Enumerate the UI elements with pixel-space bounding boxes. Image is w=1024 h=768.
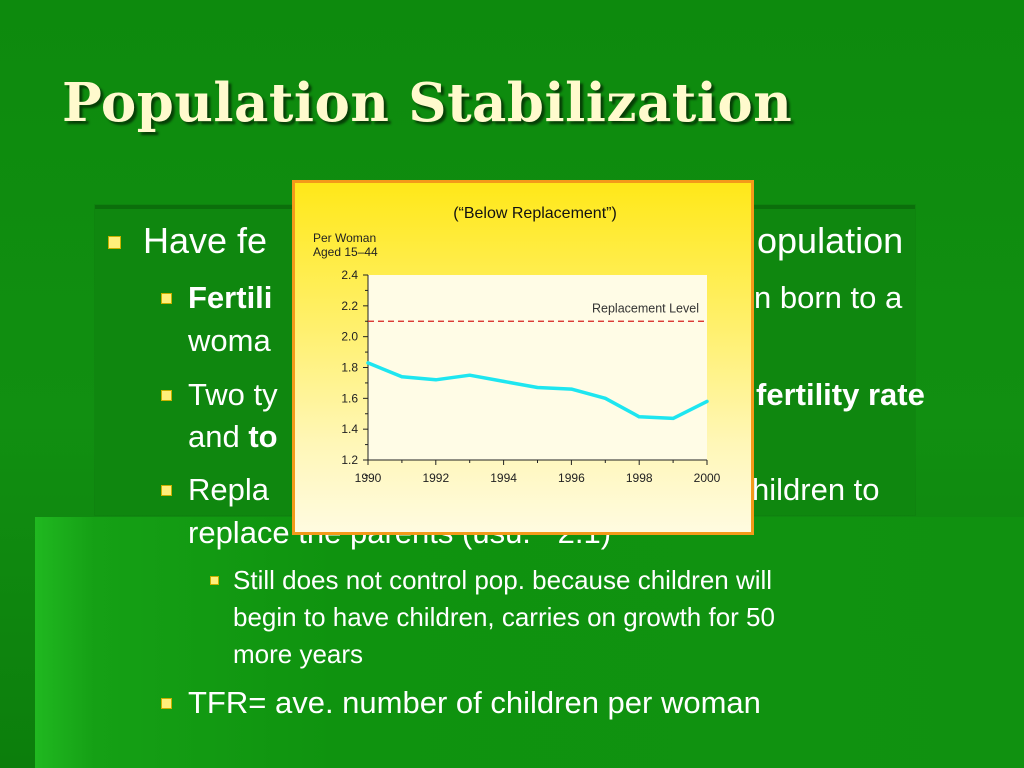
x-tick-label: 1994 — [490, 471, 517, 485]
data-point — [502, 379, 506, 383]
bullet-square-icon — [161, 390, 172, 401]
fertility-chart-svg: (“Below Replacement”) Per Woman Aged 15–… — [313, 205, 721, 485]
data-point — [569, 387, 573, 391]
bullet-text: TFR= ave. number of children per woman — [188, 685, 761, 720]
bullet-square-icon — [161, 698, 172, 709]
chart-axes: 1.2 1.4 1.6 1.8 2.0 2.2 2.4 1990 1992 1994 1996 199… — [341, 268, 720, 485]
bullet-term: fertility rate — [756, 377, 925, 412]
x-tick-label: 1992 — [422, 471, 449, 485]
bullet-text-continued: opulation — [757, 220, 904, 261]
data-point — [637, 415, 641, 419]
sub-bullet-line3: more years — [233, 639, 364, 669]
data-point — [603, 396, 607, 400]
y-axis-label-line2: Aged 15–44 — [313, 245, 378, 259]
data-point — [536, 386, 539, 390]
y-tick-label: 2.0 — [341, 330, 358, 344]
sub-bullet-line2: begin to have children, carries on growt… — [233, 602, 775, 632]
data-point — [366, 361, 370, 365]
chart-marks: Replacement Level — [366, 301, 709, 421]
data-point — [468, 373, 472, 377]
y-tick-label: 1.8 — [341, 361, 358, 375]
plot-area — [368, 275, 707, 460]
y-tick-label: 2.4 — [341, 268, 358, 282]
data-point — [671, 416, 675, 420]
bullet-text-line2: and to — [188, 419, 278, 455]
bullet-text-and: and — [188, 419, 249, 454]
bullet-text-line2: woma — [188, 323, 271, 358]
bullet-term: Fertili — [188, 280, 273, 315]
y-axis-label-line1: Per Woman — [313, 231, 376, 245]
bullet-term: to — [248, 419, 278, 454]
bullet-square-icon — [210, 576, 219, 585]
lower-panel — [35, 517, 1024, 768]
bullet-square-icon — [108, 236, 121, 249]
bullet-text: Have fe — [143, 220, 268, 261]
data-point — [434, 378, 438, 382]
x-tick-label: 1990 — [355, 471, 382, 485]
x-tick-label: 1996 — [558, 471, 585, 485]
bullet-square-icon — [161, 293, 172, 304]
y-tick-label: 1.2 — [341, 453, 358, 467]
bullet-text-continued: hildren to — [752, 472, 880, 507]
slide-title: Population Stabilization — [62, 72, 793, 134]
fertility-chart: (“Below Replacement”) Per Woman Aged 15–… — [292, 180, 754, 535]
data-point — [400, 375, 404, 379]
bullet-text-continued: n born to a — [754, 280, 903, 315]
y-tick-label: 1.4 — [341, 422, 358, 436]
sub-bullet-line1: Still does not control pop. because chil… — [233, 565, 773, 595]
y-tick-label: 1.6 — [341, 391, 358, 405]
data-point — [705, 399, 709, 403]
bullet-text: Repla — [188, 472, 269, 507]
x-tick-label: 1998 — [626, 471, 653, 485]
bullet-text: Two ty — [188, 377, 278, 412]
replacement-level-label: Replacement Level — [592, 301, 699, 315]
chart-title: (“Below Replacement”) — [453, 205, 617, 222]
y-tick-label: 2.2 — [341, 299, 358, 313]
x-tick-label: 2000 — [694, 471, 721, 485]
bullet-square-icon — [161, 485, 172, 496]
